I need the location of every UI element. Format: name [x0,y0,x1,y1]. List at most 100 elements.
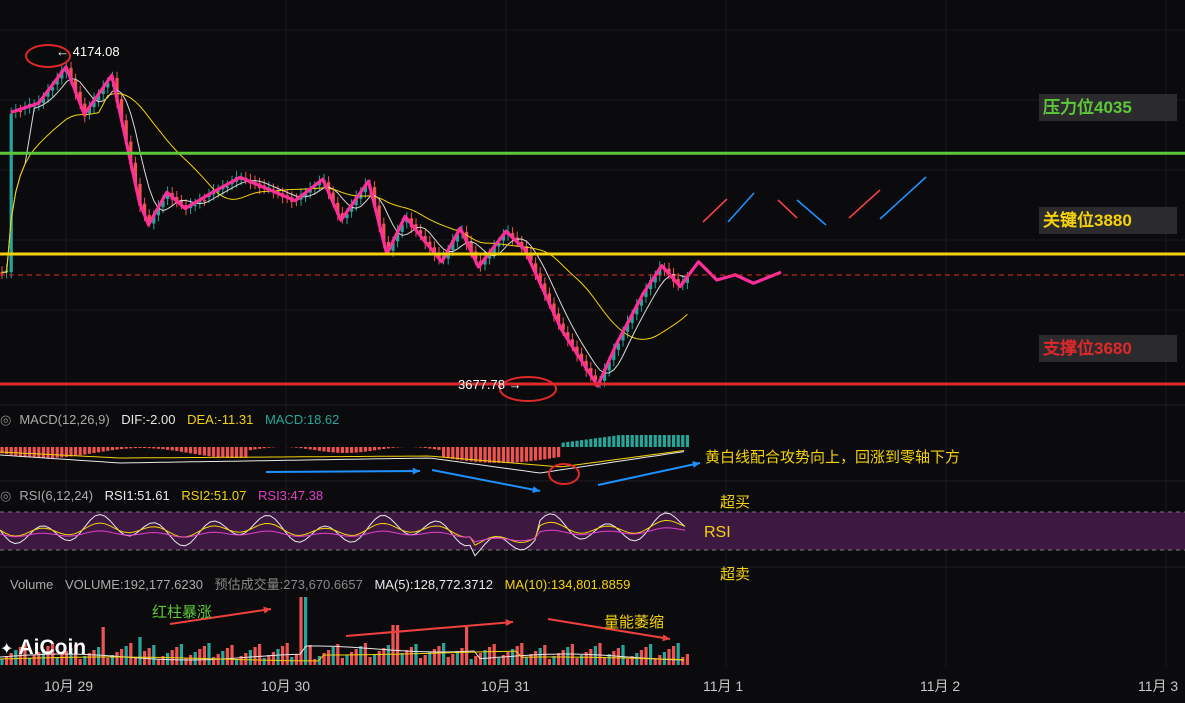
macd-bar [511,447,515,463]
macd-bar [69,447,73,457]
volume-bar [584,652,588,665]
macd-bar [5,447,9,455]
eye-icon[interactable]: ◎ [0,412,12,427]
macd-bar [230,447,234,458]
x-tick: 10月 30 [261,678,311,694]
volume-bar [396,625,400,665]
candle [101,86,105,95]
volume-bar [179,644,183,665]
macd-bar [566,441,570,447]
candle [566,332,570,341]
macd-bar [46,447,50,458]
x-tick: 11月 2 [920,678,961,694]
macd-bar [612,435,616,447]
volume-bar [409,647,413,665]
forecast-stroke-5 [879,176,927,220]
macd-bar [133,447,137,449]
rsi-band [0,512,1185,550]
macd-bar [483,447,487,463]
volume-bar [455,651,459,665]
macd-bar [520,447,524,463]
candle [667,268,671,274]
macd-bar [239,447,243,458]
rsi-label: RSI [704,524,731,541]
volume-bar [400,653,404,665]
volume-bar [129,643,133,665]
volume-bar [483,650,487,665]
candle [534,263,538,275]
macd-bar [74,447,78,456]
rsi3-value: RSI3:47.38 [258,488,324,503]
volume-bar [345,655,349,665]
volume-bar [69,648,73,665]
macd-bar [198,447,202,455]
volume-bar [428,652,432,665]
candle [166,192,170,200]
volume-bar [106,658,110,665]
volume-bar [446,657,450,665]
macd-bar [87,447,91,454]
candle [106,83,110,88]
candle [152,216,156,224]
macd-bar [524,447,528,462]
overbought-label: 超买 [720,494,751,511]
candle [331,192,335,202]
candle [676,279,680,285]
macd-bar [304,447,308,449]
candle [83,103,87,117]
volume-bar [115,652,119,665]
candle [138,183,142,207]
volume-bar [469,659,473,665]
eye-icon[interactable]: ◎ [0,488,12,503]
volume-arrow-1 [169,608,272,625]
macd-bar [41,447,45,458]
volume-bar [166,653,170,665]
volume-bar [350,652,354,665]
candle [225,186,229,189]
volume-bar [621,645,625,665]
volume-bar [97,647,101,665]
candle [391,242,395,251]
candle [630,315,634,324]
macd-bar [55,447,59,458]
volume-bar [676,643,680,665]
macd-arrow-3 [597,462,701,486]
key-level-label: 关键位3880 [1039,207,1177,234]
macd-bar [419,447,423,448]
candle [124,120,128,140]
candle [593,375,597,381]
candle [451,240,455,251]
volume-bar [681,657,685,665]
volume-bar [474,656,478,665]
forecast-stroke-0 [702,198,728,223]
candle [603,369,607,381]
volume-bar [460,648,464,665]
candle [607,362,611,371]
macd-bar [570,441,574,447]
candle [543,283,547,295]
volume-bar [363,643,367,665]
volume-bar [649,644,653,665]
volume-bar [14,650,18,665]
volume-bar [308,645,312,665]
volume-bar [603,657,607,665]
candle [97,95,101,101]
macd-bar [225,447,229,458]
macd-bar [0,447,4,454]
candle [561,323,565,331]
candle [635,304,639,315]
macd-bar [501,447,505,463]
candle [133,162,137,184]
volume-bar [630,656,634,665]
macd-bar [497,447,501,463]
volume-bar [451,654,455,665]
macd-bar [359,447,363,453]
macd-dif: DIF:-2.00 [121,412,176,427]
macd-annotation: 黄白线配合攻势向上，回涨到零轴下方 [705,449,961,466]
macd-bar [115,447,119,450]
macd-bar [382,447,386,449]
macd-dif-line [0,451,685,474]
volume-bar [552,656,556,665]
macd-bar [138,447,142,449]
candle [644,289,648,297]
